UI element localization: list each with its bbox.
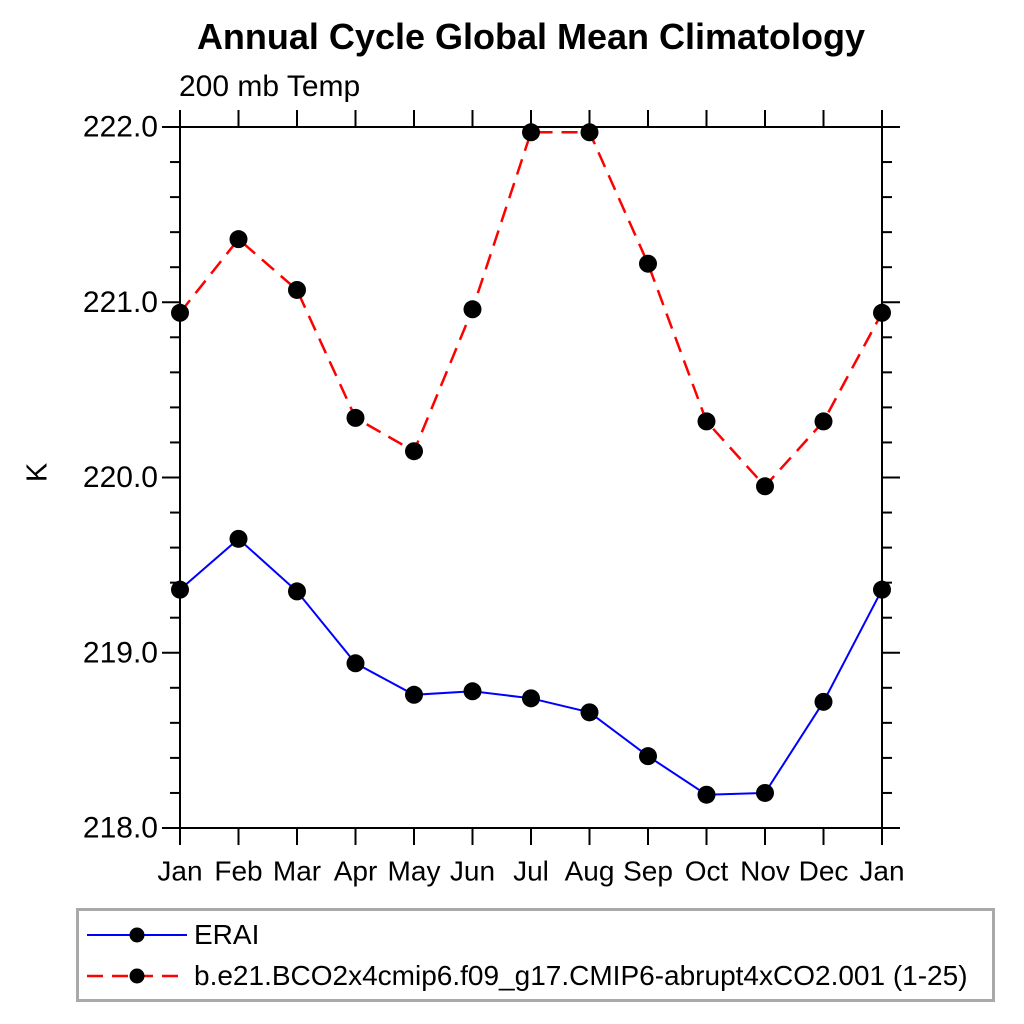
series-1-line [179, 131, 884, 489]
series-1-marker [873, 303, 891, 322]
series-0-marker [463, 682, 482, 701]
series-1-marker [463, 300, 482, 319]
y-tick-label: 220.0 [83, 461, 158, 494]
series-0-marker [639, 747, 657, 766]
series-0-marker [288, 582, 306, 601]
series-0-marker [171, 580, 189, 599]
series-0-marker [814, 692, 833, 711]
x-tick-label: Jan [157, 856, 202, 887]
series-1-marker [171, 303, 189, 322]
series-1-marker [288, 280, 306, 299]
series-1-marker [346, 408, 365, 427]
x-tick-label: Oct [685, 856, 729, 887]
series-1-marker [580, 123, 599, 142]
legend-item-erai: ERAI [79, 918, 259, 952]
legend-key-dashed-line-icon [87, 968, 187, 984]
legend-item-model: b.e21.BCO2x4cmip6.f09_g17.CMIP6-abrupt4x… [79, 959, 968, 993]
legend-label-model: b.e21.BCO2x4cmip6.f09_g17.CMIP6-abrupt4x… [194, 960, 968, 991]
legend-key-solid-line-icon [87, 927, 187, 943]
legend: ERAI b.e21.BCO2x4cmip6.f09_g17.CMIP6-abr… [76, 908, 995, 1002]
y-tick-label: 221.0 [83, 286, 158, 319]
series-1-marker [756, 477, 774, 496]
x-tick-label: Nov [740, 856, 790, 887]
y-tick-label: 222.0 [83, 111, 158, 144]
series-1-marker [814, 412, 833, 431]
series-0-marker [580, 703, 599, 722]
axis-frame [179, 126, 883, 829]
x-tick-label: Feb [214, 856, 262, 887]
x-tick-label: Sep [623, 856, 673, 887]
series-0-line [179, 537, 883, 796]
x-tick-label: Dec [799, 856, 849, 887]
x-tick-label: Mar [273, 856, 321, 887]
x-tick-label: Jan [859, 856, 904, 887]
series-0-marker [229, 529, 248, 548]
chart-subtitle: 200 mb Temp [179, 70, 361, 103]
series-1-marker [405, 442, 423, 461]
series-0-marker [873, 580, 891, 599]
x-tick-label: Apr [334, 856, 378, 887]
series-0-marker [522, 689, 540, 708]
series-0-marker [697, 785, 716, 804]
y-tick-label: 218.0 [83, 812, 158, 845]
x-tick-label: Jul [513, 856, 549, 887]
x-tick-label: May [388, 856, 441, 887]
y-tick-label: 219.0 [83, 636, 158, 669]
legend-label-erai: ERAI [194, 919, 260, 950]
series-1-marker [522, 123, 540, 142]
series-0-marker [405, 685, 423, 704]
series-1-marker [697, 412, 716, 431]
series-0-marker [756, 783, 774, 802]
x-tick-label: Aug [565, 856, 615, 887]
chart-title: Annual Cycle Global Mean Climatology [196, 16, 866, 57]
series-0-marker [346, 654, 365, 673]
series-1-marker [639, 254, 657, 273]
series-1-marker [229, 230, 248, 249]
x-tick-label: Jun [450, 856, 495, 887]
